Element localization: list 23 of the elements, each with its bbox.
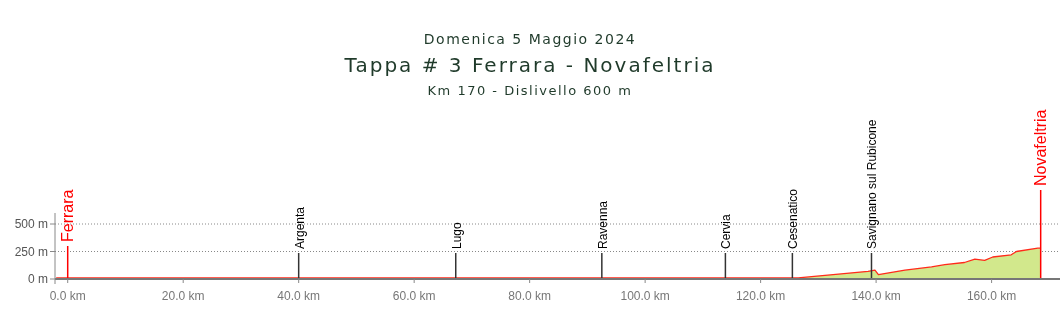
ref-line-label: Ferrara [58, 189, 76, 242]
x-tick-label: 80.0 km [508, 289, 551, 303]
y-tick-label: 250 m [14, 244, 48, 259]
chart-title: Tappa # 3 Ferrara - Novafeltria [343, 53, 716, 77]
ref-line-label: Savignano sul Rubicone [865, 119, 880, 249]
text: Km 170 - Dislivello 600 m [427, 83, 633, 98]
ref-line-label: Novafeltria [1031, 109, 1049, 186]
y-tick-label: 0 m [27, 272, 48, 287]
x-tick-label: 60.0 km [392, 289, 436, 303]
ref-line-label: Ravenna [595, 200, 610, 249]
x-tick-label: 140.0 km [851, 289, 901, 303]
chart-subtitle: Domenica 5 Maggio 2024 [423, 31, 637, 47]
ref-line-label: Cesenatico [786, 188, 801, 249]
ref-line-label: Lugo [449, 221, 464, 249]
x-tick-label: 100.0 km [620, 289, 670, 303]
ref-line-label: Argenta [292, 206, 307, 249]
x-tick-label: 120.0 km [735, 289, 786, 303]
y-tick-label: 500 m [14, 217, 48, 232]
x-tick-label: 20.0 km [161, 289, 205, 303]
x-tick-label: 160.0 km [966, 289, 1017, 303]
x-tick-label: 0.0 km [49, 289, 86, 303]
ref-line-label: Cervia [719, 214, 734, 249]
x-tick-label: 40.0 km [277, 289, 321, 303]
